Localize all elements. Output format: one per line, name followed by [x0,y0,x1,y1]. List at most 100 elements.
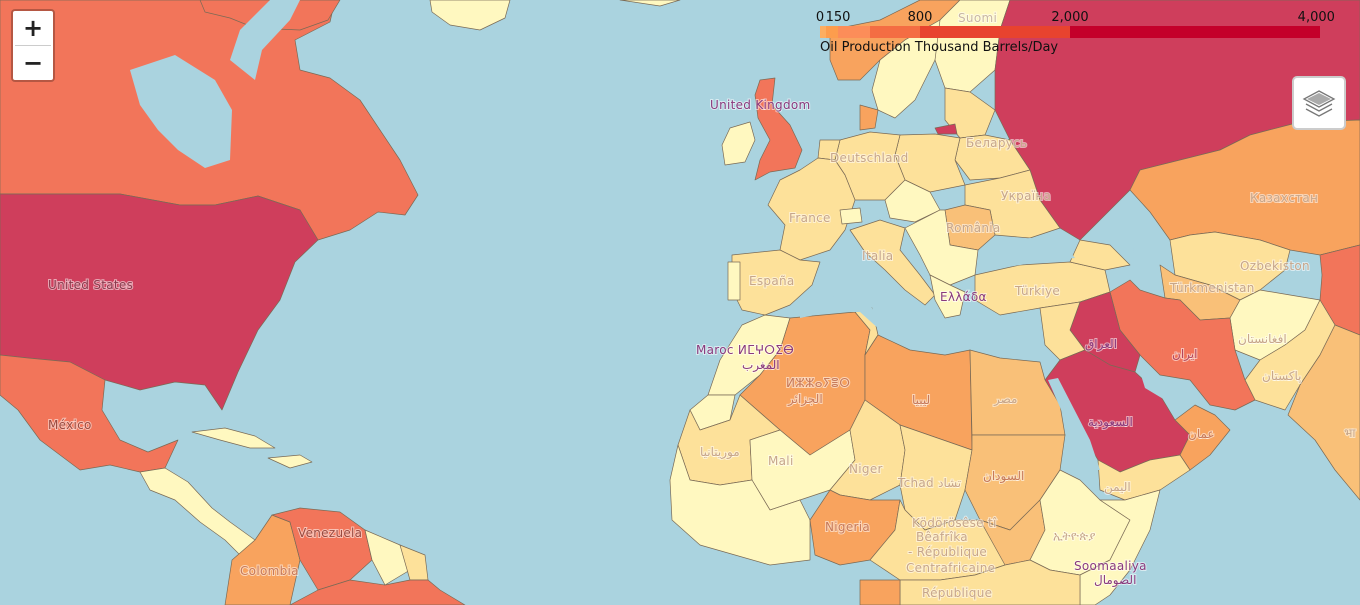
country-iceland-north[interactable] [619,0,681,7]
country-brazil[interactable] [289,579,466,605]
label-ukraine: Україна [1001,189,1051,203]
label-belarus: Беларусь [966,136,1027,150]
legend-bin-3 [869,26,920,38]
country-ireland[interactable] [721,121,756,166]
country-guyana[interactable] [364,529,411,586]
hudson-bay [130,55,232,168]
legend-tick: 800 [907,10,933,25]
label-deutschland: Deutschland [830,151,909,165]
country-cuba[interactable] [191,427,276,449]
zoom-control: + − [11,9,55,82]
label-kazakhstan: Казахстан [1250,191,1318,205]
country-india[interactable] [1287,324,1360,501]
label-india-partial: भा [1344,426,1356,440]
label-ethiopia: ኢትዮጵያ [1053,529,1096,543]
label-oman: عمان [1188,427,1215,441]
label-iran: ایران [1172,347,1197,362]
color-legend: 0 150 800 2,000 4,000 Oil Production Thousan… [816,8,1340,60]
legend-bin-1 [826,26,838,38]
label-nigeria: Nigeria [825,520,870,534]
label-turkiye: Türkiye [1014,284,1060,298]
layers-icon [1302,90,1336,117]
black-sea [995,238,1075,268]
zoom-in-button[interactable]: + [22,14,44,42]
zoom-out-button[interactable]: − [15,45,51,80]
layers-control-button[interactable] [1292,76,1346,130]
label-maroc-ar: المغرب [742,358,780,373]
persian-gulf [1140,372,1190,410]
label-car-2: Bêafrîka [916,530,968,544]
legend-tick: 150 [825,10,851,25]
baffin-water [230,0,300,80]
label-uzbekistan: Ozbekiston [1240,259,1310,273]
legend-color-bar [820,26,1320,38]
legend-bin-2 [838,26,870,38]
label-turkmenistan: Türkmenistan [1169,281,1255,295]
label-espana: España [749,274,795,288]
country-somalia[interactable] [1079,489,1161,605]
label-algeria: الجزائر [787,392,823,407]
label-pakistan: پاکستان [1262,369,1302,383]
label-venezuela: Venezuela [298,526,362,540]
label-libya: ليبيا [912,393,930,407]
legend-bin-0 [820,26,826,38]
country-denmark[interactable] [859,104,879,131]
legend-bin-4 [919,26,1070,38]
country-niger[interactable] [829,399,906,501]
label-greece: Ελλάδα [940,290,987,304]
legend-tick: 2,000 [1051,10,1089,25]
country-gabon[interactable] [859,579,901,605]
country-greece[interactable] [929,274,966,319]
mediterranean-sea [800,296,1040,350]
country-balkans[interactable] [904,209,979,286]
country-iran[interactable] [1109,279,1256,411]
label-mauritania: موريتانيا [700,445,740,460]
label-egypt: مصر [993,392,1017,407]
country-kaliningrad[interactable] [934,123,958,135]
country-mexico[interactable] [0,354,179,473]
label-maroc: Maroc ⵍⵎⵖⵔⵉⴱ [696,343,794,357]
label-republique: République [922,586,992,600]
label-somalia-ar: الصومال [1094,573,1136,588]
legend-caption: Oil Production Thousand Barrels/Day [820,40,1059,55]
red-sea [1048,378,1100,470]
label-france: France [789,211,831,225]
country-hispaniola[interactable] [267,454,313,469]
legend-tick: 0 [815,10,825,25]
label-car-1: Ködörösêse tî [912,516,997,530]
label-saudi: السعودية [1088,415,1133,430]
legend-bin-5 [1069,26,1320,38]
legend-tick: 4,000 [1297,10,1335,25]
label-romania: România [946,221,1001,235]
country-central-africa-south[interactable] [899,559,1081,605]
label-suomi: Suomi [958,11,997,25]
label-niger: Niger [849,462,883,476]
country-switzerland[interactable] [839,207,863,225]
country-iceland[interactable] [429,0,511,31]
country-venezuela[interactable] [271,507,373,591]
label-somalia: Soomaaliya [1074,559,1147,573]
country-west-africa[interactable] [669,444,811,566]
label-yemen: اليمن [1104,480,1131,495]
country-france[interactable] [767,157,856,261]
label-car-3: - République [908,545,987,559]
label-afghanistan: افغانستان [1238,332,1287,346]
label-iraq: العراق [1085,337,1117,352]
label-mali: Mali [768,454,794,468]
country-yemen[interactable] [1097,454,1191,501]
label-tchad: Tchad تشاد [897,476,961,490]
label-italia: Italia [862,249,893,263]
country-kazakhstan[interactable] [1129,119,1360,256]
country-united-kingdom[interactable] [754,77,803,181]
label-united-kingdom: United Kingdom [710,98,811,112]
label-mexico: México [48,418,92,432]
label-car-4: Centrafricaine [906,561,995,575]
country-portugal[interactable] [727,261,741,301]
label-sudan: السودان [983,469,1024,484]
label-algeria-tf: ⵍⵣⵣⴰⵢⴻⵔ [786,376,850,390]
label-colombia: Colombia [240,564,299,578]
country-oman-uae[interactable] [1174,404,1231,471]
map-labels: Suomi United Kingdom Deutschland Беларус… [47,10,1357,601]
